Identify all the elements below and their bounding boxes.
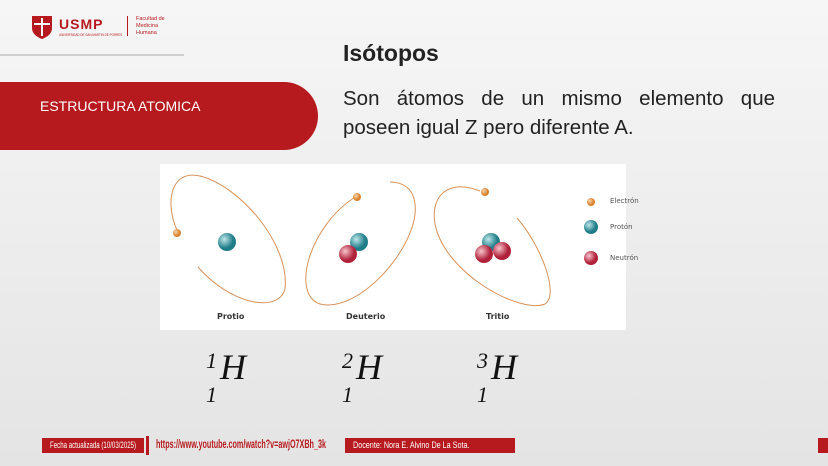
tritio-atom xyxy=(433,186,551,306)
footer-teacher-box: Docente: Nora E. Alvino De La Sota. xyxy=(345,438,515,453)
logo-subtext: UNIVERSIDAD DE SAN MARTIN DE PORRES xyxy=(59,31,123,37)
mass-number: 1 xyxy=(206,348,217,373)
section-banner: ESTRUCTURA ATOMICA xyxy=(0,82,318,150)
proton xyxy=(218,233,236,251)
element-symbol: H xyxy=(491,347,517,387)
legend-proton: Protón xyxy=(610,223,633,231)
legend-proton-icon xyxy=(584,220,598,234)
footer-date: Fecha actualizada (10/03/2025) xyxy=(50,440,137,450)
logo-text: USMP xyxy=(59,15,104,32)
mass-number: 3 xyxy=(477,348,488,373)
atomic-number: 1 xyxy=(342,382,353,407)
footer-teacher: Docente: Nora E. Alvino De La Sota. xyxy=(353,440,470,450)
footer-divider xyxy=(146,436,149,455)
orbit xyxy=(433,186,551,306)
neutron xyxy=(493,242,511,260)
neutron xyxy=(475,245,493,263)
isotopes-figure: Protio Deuterio Tritio Electrón Protón N… xyxy=(160,164,639,330)
label-deuterio: Deuterio xyxy=(346,312,386,321)
label-protio: Protio xyxy=(217,312,245,321)
orbit xyxy=(170,174,286,304)
legend-neutron: Neutrón xyxy=(610,254,639,262)
video-link[interactable]: https://www.youtube.com/watch?v=awjO7XBh… xyxy=(156,437,326,451)
header-divider xyxy=(0,54,184,56)
legend-neutron-icon xyxy=(584,251,598,265)
atomic-number: 1 xyxy=(206,382,217,407)
element-symbol: H xyxy=(220,347,246,387)
legend-electron: Electrón xyxy=(610,197,639,205)
neutron xyxy=(339,245,357,263)
electron xyxy=(481,188,489,196)
electron xyxy=(173,229,181,237)
electron xyxy=(353,193,361,201)
atom-diagrams xyxy=(170,174,598,306)
shield-icon xyxy=(32,16,52,39)
proton xyxy=(350,233,368,251)
element-symbol: H xyxy=(356,347,382,387)
atomic-number: 1 xyxy=(477,382,488,407)
deuterio-atom xyxy=(305,181,416,306)
orbit xyxy=(305,181,416,306)
label-tritio: Tritio xyxy=(486,312,510,321)
legend-electron-icon xyxy=(587,198,595,206)
logo-divider xyxy=(127,16,128,36)
protio-atom xyxy=(170,174,286,304)
mass-number: 2 xyxy=(342,348,353,373)
footer-accent xyxy=(818,438,828,453)
usmp-logo: USMP UNIVERSIDAD DE SAN MARTIN DE PORRES… xyxy=(30,12,168,40)
video-link-box: https://www.youtube.com/watch?v=awjO7XBh… xyxy=(156,437,338,453)
description: Son átomos de un mismo elemento que pose… xyxy=(343,87,775,139)
page-title: Isótopos xyxy=(343,40,439,66)
faculty-name: Facultad de Medicina Humana xyxy=(136,15,165,36)
footer-date-box: Fecha actualizada (10/03/2025) xyxy=(42,438,144,453)
